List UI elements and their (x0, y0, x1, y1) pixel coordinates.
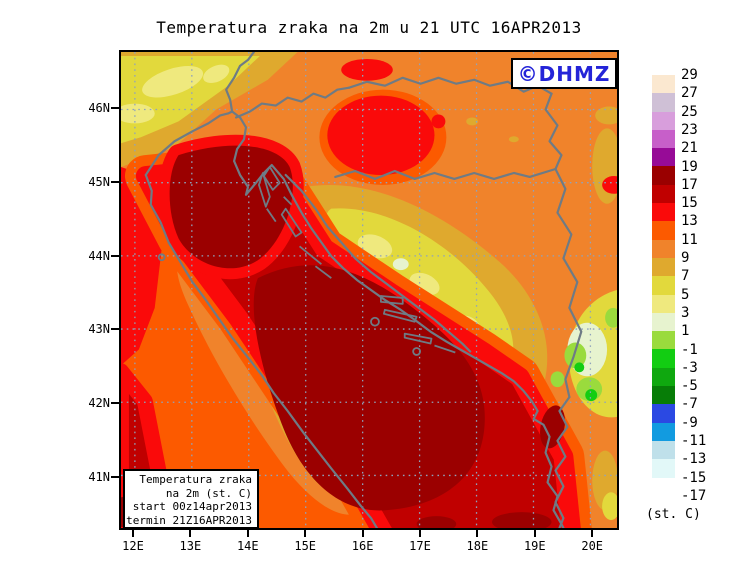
lon-tick (189, 530, 192, 537)
scale-label: 7 (681, 268, 690, 285)
lat-label: 44N (88, 248, 110, 263)
color-chip (652, 184, 675, 204)
lat-tick (111, 476, 119, 478)
color-chip (652, 459, 675, 478)
lon-tick (419, 530, 421, 537)
scale-label: -9 (681, 414, 698, 431)
color-chip (652, 221, 675, 240)
lat-tick (111, 180, 119, 183)
lon-label: 20E (581, 539, 604, 553)
color-chip (652, 386, 675, 405)
scale-label: -7 (681, 396, 698, 413)
run-info-line: start 00z14apr2013 (132, 500, 252, 513)
color-chip (652, 148, 675, 167)
color-chip (652, 331, 675, 350)
lat-label: 41N (88, 470, 110, 484)
lon-label: 18E (466, 539, 489, 553)
color-chip (652, 349, 675, 368)
run-info-box: Temperatura zraka na 2m (st. C) start 00… (123, 469, 259, 529)
lat-tick (111, 402, 119, 405)
lat-label: 46N (88, 101, 110, 115)
scale-label: -3 (681, 359, 698, 376)
scale-label: 27 (681, 85, 698, 102)
lon-label: 17E (409, 539, 431, 553)
map-grid (121, 52, 617, 528)
scale-label: 3 (681, 304, 690, 321)
color-chip (652, 111, 675, 130)
scale-label: 9 (681, 250, 690, 266)
lon-label: 14E (236, 539, 259, 553)
scale-label: 21 (681, 140, 698, 157)
lon-label: 12E (122, 539, 144, 553)
lat-tick (111, 107, 119, 109)
lon-tick (591, 530, 594, 537)
scale-label: 5 (681, 286, 690, 303)
lon-tick (246, 530, 249, 537)
dhmz-watermark-label: ©DHMZ (517, 61, 611, 86)
color-chip (652, 312, 675, 332)
lat-label: 42N (88, 396, 110, 411)
color-chip (652, 477, 675, 496)
lon-label: 19E (523, 539, 546, 553)
color-chip (652, 404, 675, 423)
scale-label: 25 (681, 103, 698, 120)
scale-label: 17 (681, 176, 698, 193)
scale-label: -17 (681, 487, 707, 504)
scale-label: 1 (681, 323, 690, 340)
run-info-line: na 2m (st. C) (165, 486, 252, 500)
color-chip (652, 75, 675, 94)
color-chip (652, 367, 675, 387)
scale-label: -5 (681, 378, 698, 395)
lon-label: 13E (179, 539, 202, 553)
lat-label: 45N (88, 174, 110, 189)
lat-tick (111, 328, 119, 331)
scale-label: 23 (681, 121, 698, 138)
scale-label: 11 (681, 231, 698, 248)
lon-tick (132, 530, 134, 537)
lon-label: 15E (294, 539, 317, 553)
color-chip (652, 294, 675, 313)
lat-label: 43N (88, 322, 110, 337)
scale-label: 13 (681, 213, 698, 230)
run-info-line: termin 21Z16APR2013 (126, 513, 252, 527)
lat-tick (111, 254, 119, 257)
scale-label: 15 (681, 195, 698, 212)
color-chip (652, 239, 675, 258)
run-info-line: Temperatura zraka (139, 473, 252, 486)
page-title: Temperatura zraka na 2m u 21 UTC 16APR20… (156, 18, 582, 37)
temperature-map-graphic (121, 52, 617, 528)
lon-tick (533, 530, 536, 537)
scale-label: 19 (681, 158, 698, 175)
color-chip (652, 276, 675, 295)
scale-label: 29 (681, 67, 698, 83)
lon-tick (361, 530, 364, 537)
lon-tick (476, 530, 479, 537)
dhmz-watermark: ©DHMZ (511, 58, 617, 89)
lon-label: 16E (351, 539, 374, 553)
country-borders (144, 52, 617, 528)
color-chip (652, 422, 675, 441)
scale-label: -1 (681, 341, 698, 358)
color-chip (652, 440, 675, 460)
color-chip (652, 257, 675, 277)
lon-tick (304, 530, 307, 537)
scale-label: -11 (681, 433, 707, 449)
color-chip (652, 129, 675, 149)
color-chip (652, 203, 675, 222)
scale-label: -13 (681, 451, 707, 468)
color-chip (652, 166, 675, 185)
scale-label: -15 (681, 469, 707, 486)
scale-unit-label: (st. C) (646, 507, 701, 522)
color-scale (652, 75, 675, 496)
map-frame: ©DHMZ Temperatura zraka na 2m (st. C) st… (119, 50, 619, 530)
color-chip (652, 93, 675, 112)
